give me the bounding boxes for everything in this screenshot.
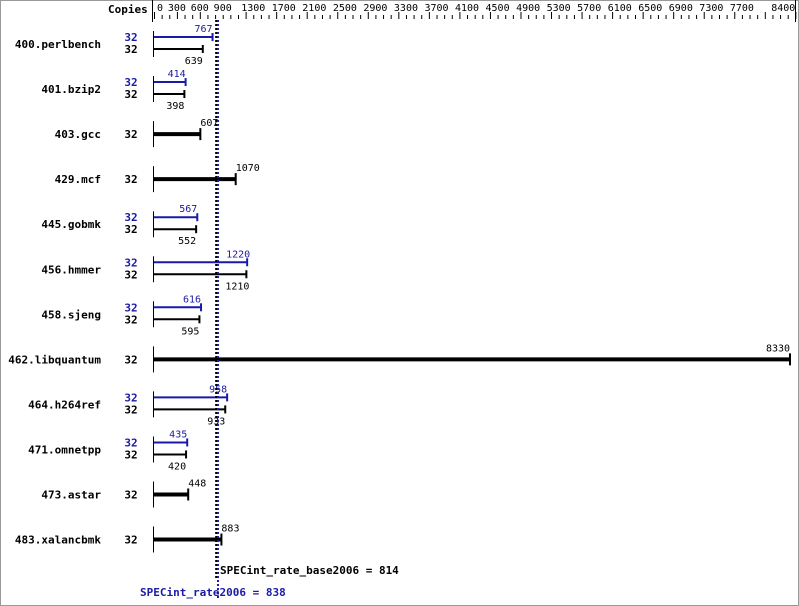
base-copies: 32 [124,88,137,101]
base-copies: 32 [124,489,137,502]
tick-label: 4500 [486,3,510,14]
base-copies: 32 [124,313,137,326]
tick-label: 3300 [394,3,418,14]
base-copies: 32 [124,448,137,461]
base-copies: 32 [124,128,137,141]
benchmark-name: 462.libquantum [8,353,101,366]
tick-label: 6100 [608,3,632,14]
tick-label: 4900 [516,3,540,14]
base-value-label: 398 [166,101,184,112]
peak-mean-label: SPECint_rate2006 = 838 [140,586,286,599]
benchmark-name: 473.astar [41,489,101,502]
tick-label: 900 [214,3,232,14]
copies-header: Copies [108,3,148,16]
benchmark-row: 403.gcc 32 607 [55,118,218,148]
benchmark-name: 445.gobmk [41,218,101,231]
base-value-label: 8330 [766,343,790,354]
peak-copies: 32 [124,436,137,449]
tick-label: 0 [157,3,163,14]
base-copies: 32 [124,43,137,56]
tick-label: 5300 [547,3,571,14]
base-value-label: 1070 [236,163,260,174]
tick-label: 6500 [638,3,662,14]
tick-label: 1700 [272,3,296,14]
peak-copies: 32 [124,256,137,269]
base-value-label: 883 [221,524,239,535]
benchmark-name: 458.sjeng [41,308,101,321]
peak-value-label: 435 [169,429,187,440]
tick-label: 300 [168,3,186,14]
peak-copies: 32 [124,76,137,89]
tick-label: 6900 [669,3,693,14]
tick-label: 7300 [699,3,723,14]
tick-label: 1300 [241,3,265,14]
peak-value-label: 1220 [226,249,250,260]
benchmark-name: 464.h264ref [28,398,101,411]
base-copies: 32 [124,173,137,186]
base-value-label: 420 [168,461,186,472]
peak-value-label: 567 [179,204,197,215]
peak-value-label: 767 [195,24,213,35]
peak-copies: 32 [124,211,137,224]
benchmark-name: 483.xalancbmk [15,534,101,547]
base-value-label: 595 [181,326,199,337]
peak-value-label: 414 [168,69,186,80]
peak-copies: 32 [124,31,137,44]
tick-label: 7700 [730,3,754,14]
base-copies: 32 [124,268,137,281]
benchmark-name: 401.bzip2 [41,83,101,96]
tick-label: 4100 [455,3,479,14]
base-value-label: 448 [188,479,206,490]
benchmark-name: 471.omnetpp [28,443,101,456]
tick-label: 2500 [333,3,357,14]
benchmark-name: 400.perlbench [15,38,101,51]
benchmark-row: 429.mcf 32 1070 [55,163,260,193]
benchmark-row: 462.libquantum 32 8330 [8,343,791,373]
tick-label: 2100 [302,3,326,14]
base-value-label: 1210 [225,281,249,292]
benchmark-row: 473.astar 32 448 [41,479,206,508]
benchmark-row: 483.xalancbmk 32 883 [15,524,239,553]
tick-label: 8400 [771,3,795,14]
peak-copies: 32 [124,391,137,404]
base-value-label: 639 [185,56,203,67]
base-mean-label: SPECint_rate_base2006 = 814 [220,564,399,577]
benchmark-name: 429.mcf [55,173,101,186]
base-copies: 32 [124,353,137,366]
benchmark-name: 456.hmmer [41,263,101,276]
base-copies: 32 [124,223,137,236]
base-copies: 32 [124,534,137,547]
tick-label: 3700 [424,3,448,14]
base-value-label: 607 [200,118,218,129]
base-value-label: 552 [178,236,196,247]
benchmark-name: 403.gcc [55,128,101,141]
peak-value-label: 616 [183,294,201,305]
base-copies: 32 [124,403,137,416]
tick-label: 2900 [363,3,387,14]
tick-label: 600 [191,3,209,14]
peak-copies: 32 [124,301,137,314]
tick-label: 5700 [577,3,601,14]
